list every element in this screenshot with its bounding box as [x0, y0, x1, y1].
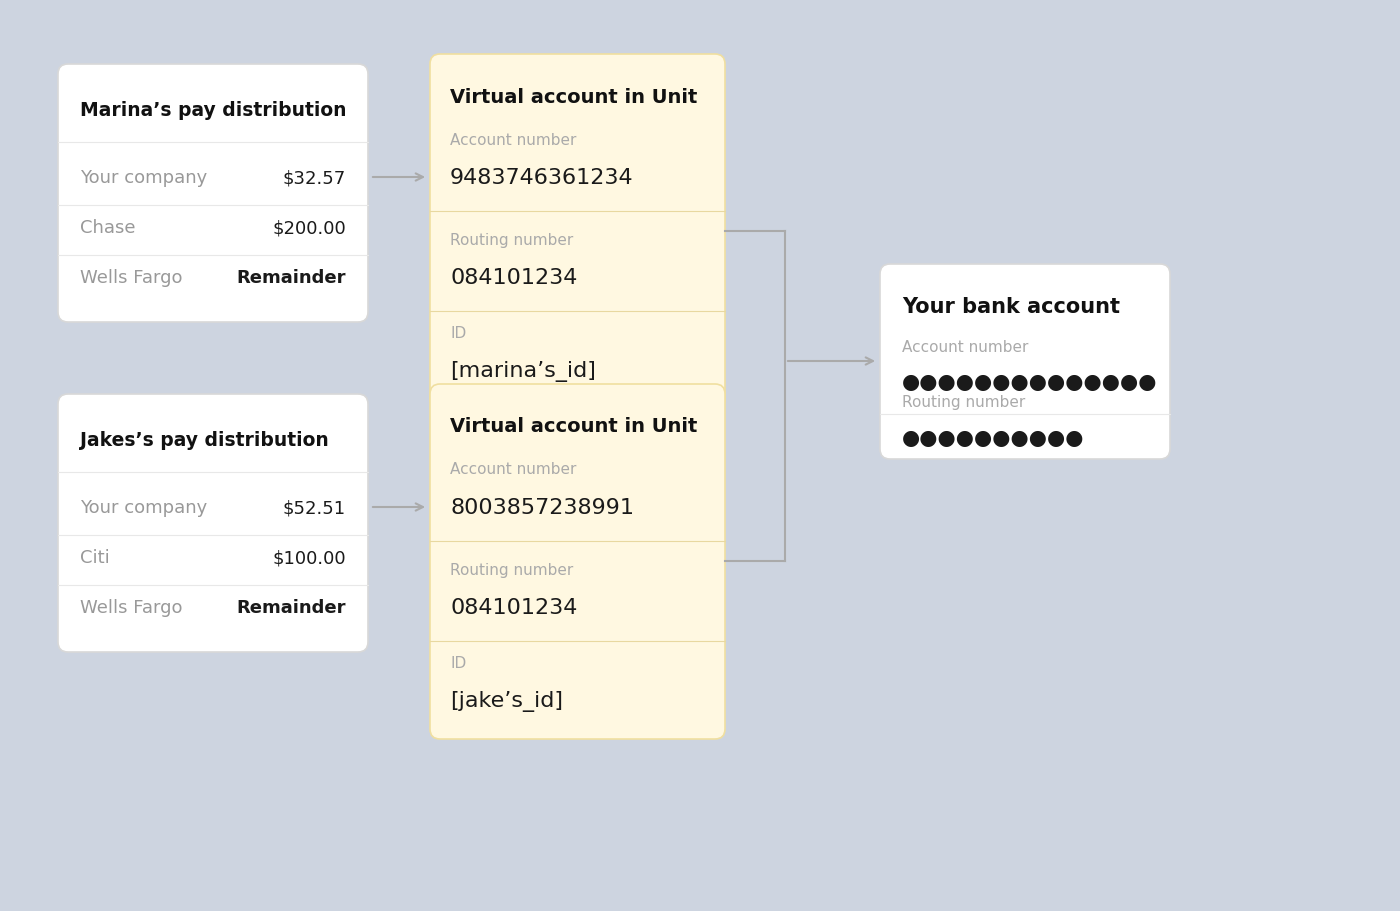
Text: ●●●●●●●●●●: ●●●●●●●●●● — [902, 427, 1085, 447]
Text: Routing number: Routing number — [449, 562, 573, 577]
Text: Marina’s pay distribution: Marina’s pay distribution — [80, 100, 347, 119]
FancyBboxPatch shape — [57, 65, 368, 322]
Text: Virtual account in Unit: Virtual account in Unit — [449, 87, 697, 107]
Text: ID: ID — [449, 325, 466, 340]
Text: $52.51: $52.51 — [283, 498, 346, 517]
Text: [jake’s_id]: [jake’s_id] — [449, 690, 563, 711]
Text: Virtual account in Unit: Virtual account in Unit — [449, 417, 697, 436]
FancyBboxPatch shape — [57, 394, 368, 652]
Text: Your company: Your company — [80, 169, 207, 187]
Text: 8003857238991: 8003857238991 — [449, 497, 634, 517]
Text: Citi: Citi — [80, 548, 109, 567]
Text: Wells Fargo: Wells Fargo — [80, 269, 182, 287]
Text: $32.57: $32.57 — [283, 169, 346, 187]
FancyBboxPatch shape — [430, 55, 725, 410]
Text: 9483746361234: 9483746361234 — [449, 168, 634, 188]
Text: Your bank account: Your bank account — [902, 297, 1120, 317]
Text: Jakes’s pay distribution: Jakes’s pay distribution — [80, 430, 329, 449]
FancyBboxPatch shape — [881, 265, 1170, 459]
Text: Account number: Account number — [902, 339, 1029, 354]
Text: [marina’s_id]: [marina’s_id] — [449, 360, 596, 381]
Text: Chase: Chase — [80, 219, 136, 237]
Text: $100.00: $100.00 — [273, 548, 346, 567]
Text: 084101234: 084101234 — [449, 598, 577, 618]
Text: ●●●●●●●●●●●●●●: ●●●●●●●●●●●●●● — [902, 372, 1158, 392]
Text: Wells Fargo: Wells Fargo — [80, 599, 182, 617]
Text: Account number: Account number — [449, 462, 577, 477]
Text: Remainder: Remainder — [237, 599, 346, 617]
Text: Your company: Your company — [80, 498, 207, 517]
Text: $200.00: $200.00 — [272, 219, 346, 237]
Text: Account number: Account number — [449, 132, 577, 148]
Text: Remainder: Remainder — [237, 269, 346, 287]
Text: Routing number: Routing number — [449, 232, 573, 247]
Text: Routing number: Routing number — [902, 395, 1025, 410]
FancyBboxPatch shape — [430, 384, 725, 739]
Text: ID: ID — [449, 655, 466, 670]
Text: 084101234: 084101234 — [449, 268, 577, 288]
